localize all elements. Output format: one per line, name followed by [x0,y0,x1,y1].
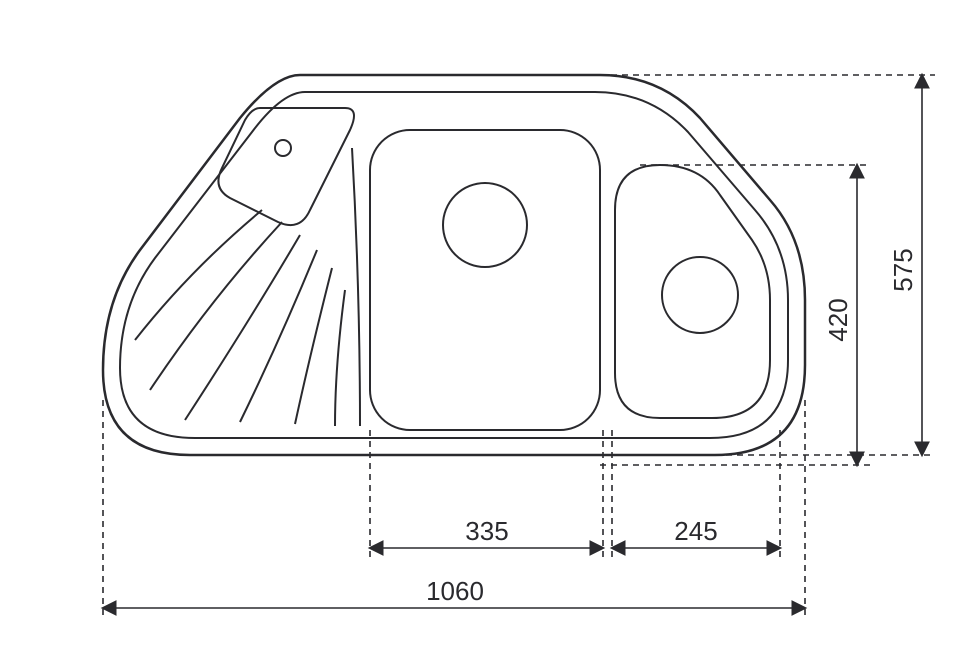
dim-side-bowl-width: 245 [674,516,717,546]
tap-plate [218,108,354,225]
dim-total-height: 575 [888,248,918,291]
tap-hole [275,140,291,156]
main-bowl [370,130,600,430]
dim-main-bowl-width: 335 [465,516,508,546]
sink-technical-drawing: 1060 335 245 575 420 [0,0,962,664]
dimension-labels: 1060 335 245 575 420 [426,248,918,606]
drainer-edge [352,148,360,426]
sink-outline [103,75,805,455]
outer-shell [103,75,805,455]
dim-bowl-height: 420 [823,298,853,341]
dim-total-width: 1060 [426,576,484,606]
dimension-lines [103,75,922,608]
main-bowl-drain [443,183,527,267]
side-bowl [615,165,770,418]
side-bowl-drain [662,257,738,333]
